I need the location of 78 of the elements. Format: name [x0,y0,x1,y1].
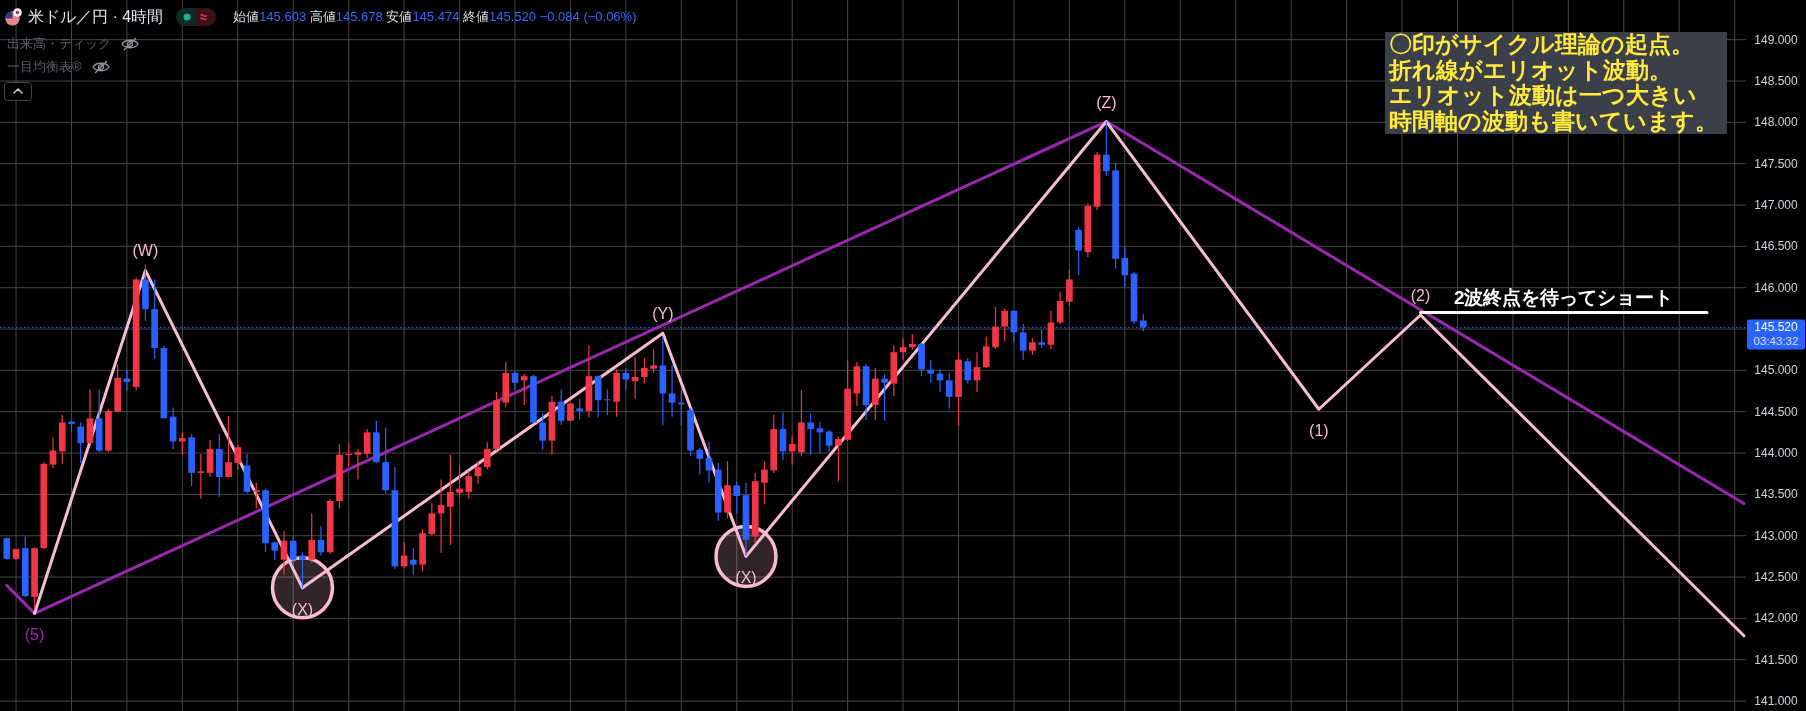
candlestick [511,370,519,391]
candlestick [465,470,473,500]
candlestick [345,442,352,467]
candlestick [696,447,704,476]
annotation: (2) [1410,286,1431,304]
candlestick [299,551,306,589]
candlestick [576,398,583,420]
annotation: 〇印がサイクル理論の起点。折れ線がエリオット波動。エリオット波動は一つ大きい時間軸の波動も書いています。 [1389,31,1718,134]
y-tick-label: 143.500 [1754,487,1799,502]
y-tick-label: 148.000 [1754,115,1799,130]
candlestick [539,412,547,451]
candlestick [1103,120,1110,177]
candlestick [733,481,741,515]
candlestick [289,535,297,566]
candlestick [280,530,288,576]
candlestick [835,435,842,482]
candlestick [899,337,907,361]
y-tick-label: 149.000 [1754,32,1799,47]
candlestick [641,357,648,385]
candlestick [807,412,814,456]
candlestick [234,444,242,471]
y-tick-label: 146.500 [1754,239,1799,254]
candlestick [363,428,371,459]
candlestick [557,388,565,426]
text: 始値145.603 高値145.678 安値145.474 終値145.520 −0.084 (−0.06%) [233,9,637,24]
y-tick-label: 147.000 [1754,198,1799,213]
candlestick [594,374,602,419]
candlestick [428,502,436,536]
candlestick [520,373,528,406]
y-tick-label: 141.000 [1754,694,1799,709]
candlestick [197,453,205,500]
candlestick [252,482,260,510]
annotation: (5) [24,625,45,643]
y-tick-label: 141.500 [1754,652,1799,667]
candlestick [761,460,768,505]
y-tick-label: 144.500 [1754,404,1799,419]
y-tick-label: 145.000 [1754,363,1799,378]
candlestick [927,359,935,384]
annotation: 出来高・ティック [7,34,111,53]
candlestick [1038,329,1045,349]
annotation: (W) [132,241,159,259]
candlestick [410,547,417,576]
candlestick [456,464,463,498]
y-tick-label: 148.500 [1754,74,1799,89]
candlestick [881,373,888,422]
candlestick [483,441,491,471]
y-tick-label: 146.000 [1754,280,1799,295]
candlestick [3,536,11,561]
candlestick [446,454,454,546]
candlestick [788,435,796,466]
candlestick [308,512,316,564]
chart-title: 米ドル／円 · 4時間 [28,6,164,27]
candlestick [206,439,214,478]
candlestick [650,349,657,374]
text: 03:43:32 [1753,335,1799,348]
candlestick [179,431,186,456]
y-tick-label: 143.000 [1754,528,1799,543]
annotation: (Z) [1096,93,1117,111]
y-tick-label: 142.000 [1754,611,1799,626]
annotation: (1) [1309,421,1329,439]
y-tick-label: 147.500 [1754,156,1799,171]
candlestick [225,415,232,479]
candlestick [982,335,990,369]
candlestick [992,306,999,350]
candlestick [1066,268,1073,307]
annotation: (Y) [652,304,674,322]
candlestick [1075,226,1082,276]
candlestick [604,388,611,416]
candlestick [964,357,972,385]
candlestick [77,421,85,464]
candlestick [945,372,953,410]
ref-line-label: 145.520 [1754,320,1799,335]
candlestick [354,448,362,481]
y-tick-label: 144.000 [1754,446,1799,461]
candlestick [1001,307,1009,343]
candlestick [1047,310,1055,350]
series-label: 2波終点を待ってショート [1453,286,1674,308]
y-tick-label: 142.500 [1754,570,1799,585]
